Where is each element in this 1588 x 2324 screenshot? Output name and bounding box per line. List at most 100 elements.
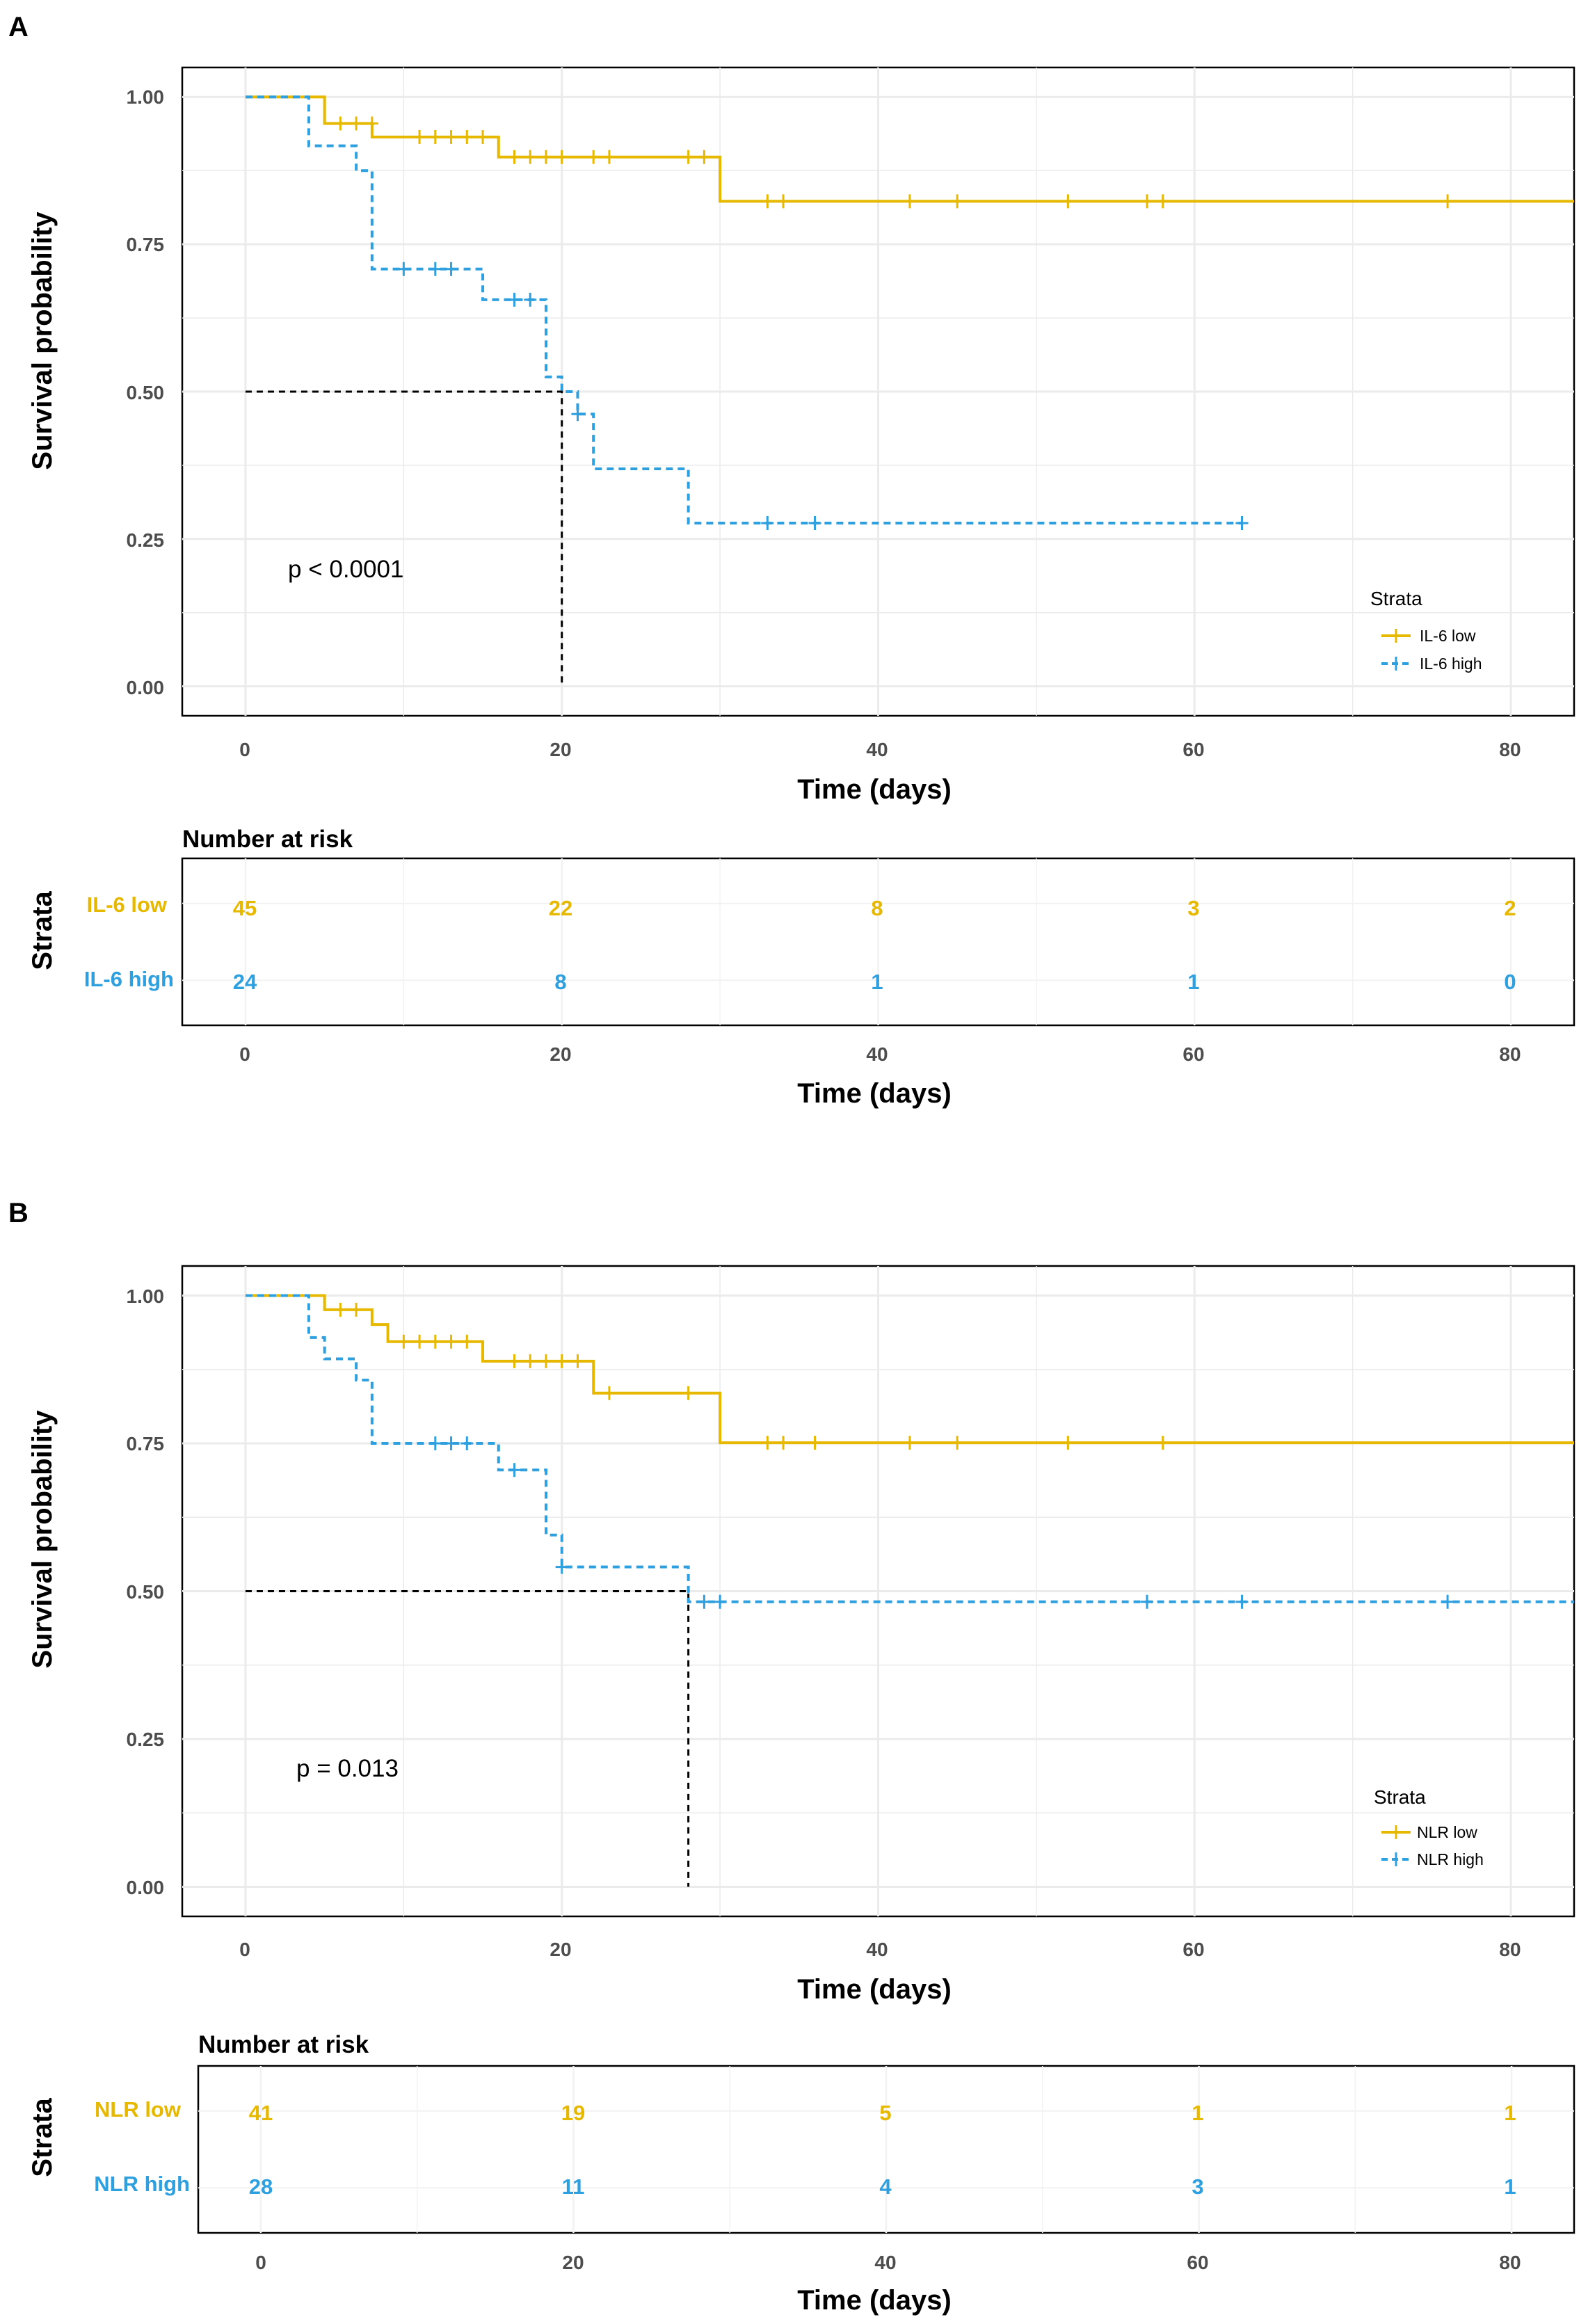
censor-mark — [903, 194, 916, 209]
risk-count: 1 — [1504, 2174, 1516, 2199]
x-tick-label: 0 — [239, 739, 250, 760]
y-tick-label: 0.00 — [127, 1877, 165, 1898]
panel-a-curves — [245, 95, 1574, 687]
risk-row-label-low: NLR low — [95, 2097, 182, 2122]
x-tick-label: 40 — [866, 739, 888, 760]
censor-mark — [508, 1354, 521, 1368]
x-tick-label: 0 — [239, 1939, 250, 1960]
panel-b-legend: Strata NLR low NLR high — [1374, 1786, 1484, 1868]
censor-mark — [350, 1302, 363, 1317]
risk-count: 41 — [249, 2101, 273, 2125]
risk-table-grid — [182, 858, 1574, 1025]
risk-row-label-low: IL-6 low — [87, 892, 168, 917]
risk-strata-title: Strata — [27, 2098, 58, 2177]
y-tick-label: 0.50 — [127, 1581, 165, 1603]
panel-b-p-value: p = 0.013 — [296, 1755, 399, 1782]
risk-count: 2 — [1504, 896, 1516, 920]
y-tick-label: 0.50 — [127, 382, 165, 403]
censor-mark — [777, 194, 790, 209]
censor-mark — [444, 1334, 458, 1349]
censor-mark — [508, 292, 521, 307]
censor-mark — [413, 129, 426, 144]
x-tick-label: 20 — [562, 2252, 584, 2273]
risk-count: 28 — [249, 2174, 273, 2199]
censor-mark — [777, 1436, 790, 1450]
x-tick-label: 0 — [239, 1043, 250, 1065]
x-tick-label: 60 — [1182, 1939, 1204, 1960]
censor-mark — [903, 1436, 916, 1450]
censor-mark — [682, 1386, 695, 1400]
censor-mark — [682, 150, 695, 164]
risk-x-axis-title: Time (days) — [797, 2285, 952, 2316]
panel-b-y-ticks: 1.00 0.75 0.50 0.25 0.00 — [127, 1285, 165, 1898]
panel-a-x-ticks: 0 20 40 60 80 — [239, 739, 1521, 760]
censor-mark — [1156, 194, 1169, 209]
censor-mark — [571, 407, 584, 422]
x-tick-label: 20 — [550, 1939, 571, 1960]
censor-mark — [555, 1354, 568, 1368]
legend-label-high: NLR high — [1417, 1850, 1484, 1868]
risk-count: 1 — [1187, 970, 1199, 994]
panel-b-letter: B — [8, 1198, 29, 1228]
panel-b: B 1.00 0.75 0.50 0.25 0.00 0 20 40 60 80… — [8, 1198, 1575, 2316]
censor-mark — [1235, 515, 1249, 530]
censor-mark — [698, 150, 711, 164]
median-survival-line — [245, 390, 563, 687]
censor-mark — [1235, 1594, 1249, 1609]
censor-mark — [460, 1334, 474, 1349]
censor-mark — [808, 1436, 821, 1450]
y-tick-label: 1.00 — [127, 86, 165, 108]
panel-a-legend: Strata IL-6 low IL-6 high — [1370, 588, 1482, 673]
panel-a-p-value: p < 0.0001 — [288, 556, 403, 583]
panel-a-letter: A — [8, 12, 29, 42]
y-tick-label: 0.75 — [127, 1433, 165, 1454]
risk-table-title: Number at risk — [182, 826, 353, 853]
censor-mark — [1441, 194, 1454, 209]
x-tick-label: 20 — [550, 739, 571, 760]
y-tick-label: 0.00 — [127, 677, 165, 698]
censor-mark — [602, 1386, 616, 1400]
censor-mark — [951, 194, 964, 209]
median-survival-line — [245, 1590, 690, 1887]
censor-mark — [524, 150, 537, 164]
censor-mark — [698, 1594, 711, 1609]
risk-count: 8 — [554, 970, 566, 994]
censor-mark — [397, 262, 410, 276]
censor-mark — [555, 1560, 568, 1574]
censor-mark — [602, 150, 616, 164]
censor-mark — [476, 129, 490, 144]
x-tick-label: 80 — [1499, 1043, 1521, 1065]
risk-count: 3 — [1192, 2174, 1203, 2199]
survival-curve-low — [245, 95, 1574, 203]
censor-mark — [428, 129, 442, 144]
censor-mark — [571, 1354, 584, 1368]
y-tick-label: 1.00 — [127, 1285, 165, 1307]
censor-mark — [444, 262, 458, 276]
x-tick-label: 80 — [1499, 2252, 1521, 2273]
censor-mark — [539, 1354, 552, 1368]
risk-count: 1 — [871, 970, 883, 994]
censor-mark — [508, 150, 521, 164]
censor-mark — [761, 1436, 774, 1450]
censor-mark — [334, 1302, 347, 1317]
censor-mark — [365, 116, 378, 131]
survival-curve-high — [245, 95, 1242, 524]
risk-count: 11 — [562, 2174, 585, 2199]
legend-label-low: NLR low — [1417, 1823, 1477, 1841]
censor-mark — [1156, 1436, 1169, 1450]
risk-count: 45 — [233, 896, 257, 920]
censor-mark — [444, 129, 458, 144]
risk-count: 4 — [879, 2174, 892, 2199]
censor-mark — [1441, 1594, 1454, 1609]
censor-mark — [555, 150, 568, 164]
risk-count: 24 — [233, 970, 257, 994]
x-tick-label: 60 — [1187, 2252, 1208, 2273]
censor-mark — [1141, 194, 1154, 209]
panel-b-x-ticks: 0 20 40 60 80 — [239, 1939, 1521, 1960]
censor-mark — [444, 1436, 458, 1450]
legend-title: Strata — [1374, 1786, 1426, 1808]
legend-title: Strata — [1370, 588, 1422, 609]
censor-mark — [460, 1436, 474, 1450]
censor-mark — [334, 116, 347, 131]
